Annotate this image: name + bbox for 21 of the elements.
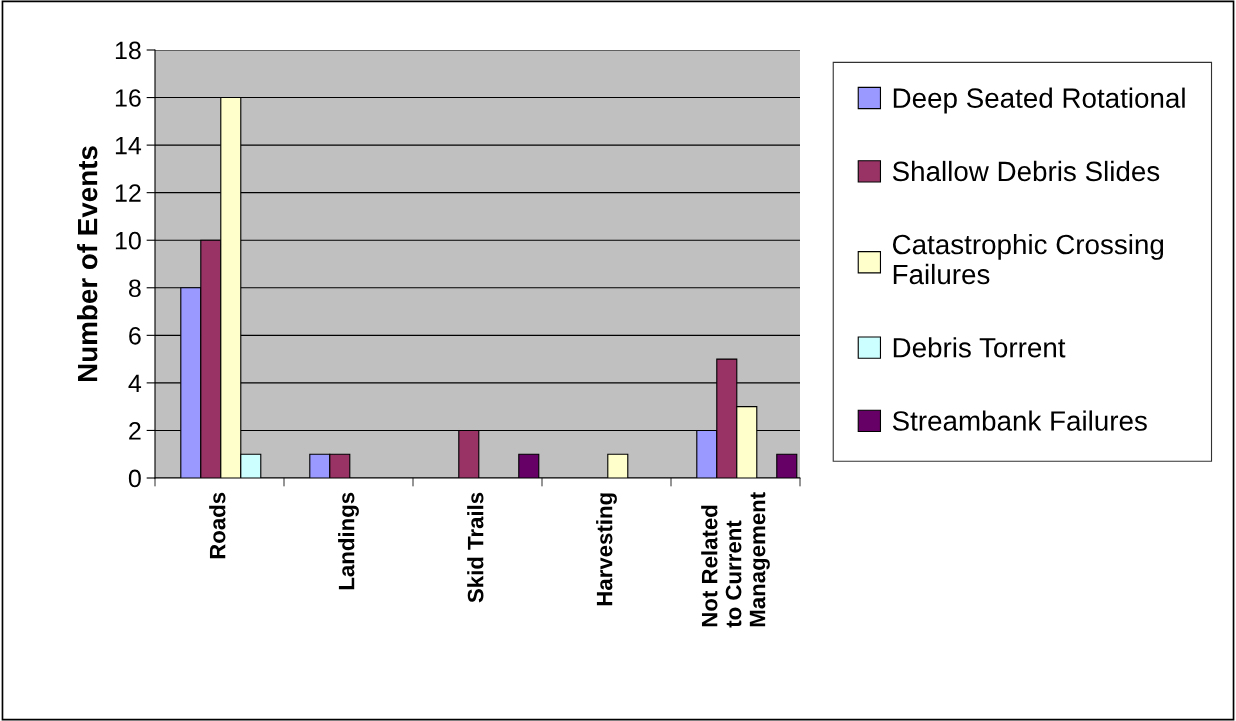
legend-label: Streambank Failures — [892, 410, 1147, 431]
x-tick-label: Roads — [209, 492, 226, 559]
x-tick-label: Harvesting — [596, 493, 617, 606]
y-tick-label: 2 — [129, 422, 141, 440]
legend-label: Debris Torrent — [893, 337, 1066, 358]
y-tick-label: 4 — [128, 374, 142, 392]
legend-label: Catastrophic Crossing Failures — [892, 233, 1164, 285]
y-tick-label: 0 — [128, 469, 141, 488]
y-tick-label: 18 — [115, 41, 141, 60]
x-tick-label: Landings — [338, 492, 359, 590]
y-tick-label: 6 — [129, 326, 141, 345]
y-tick-label: 16 — [115, 89, 141, 107]
legend-label: Shallow Debris Slides — [892, 160, 1160, 182]
y-tick-label: 14 — [115, 136, 142, 155]
y-tick-label: 12 — [115, 184, 141, 202]
y-tick-label: 8 — [128, 279, 141, 298]
legend-label: Deep Seated Rotational — [893, 87, 1185, 114]
x-tick-label: Skid Trails — [467, 492, 484, 603]
x-tick-label: Not Related to Current Management — [701, 492, 770, 628]
y-axis-title: Number of Events — [77, 146, 98, 381]
y-tick-label: 10 — [115, 231, 141, 250]
